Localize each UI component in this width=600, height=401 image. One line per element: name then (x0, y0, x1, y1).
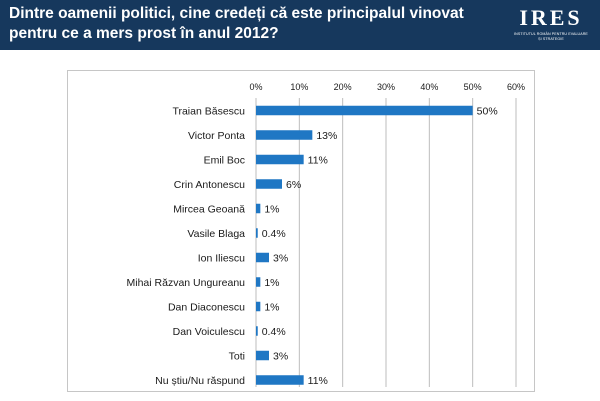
page-title: Dintre oamenii politici, cine credeți că… (9, 4, 479, 44)
category-label: Emil Boc (204, 155, 245, 167)
value-label: 0.4% (262, 326, 286, 338)
bar (256, 130, 313, 140)
bar (256, 326, 258, 336)
category-label: Nu știu/Nu răspund (155, 375, 245, 387)
logo-subtitle: Institutul Român pentru Evaluare și Stra… (514, 32, 588, 41)
x-tick-label: 50% (464, 82, 482, 92)
category-label: Dan Diaconescu (168, 302, 245, 314)
value-label: 6% (286, 179, 301, 191)
category-label: Ion Iliescu (198, 253, 245, 265)
bar (256, 105, 473, 116)
title-line-2: pentru ce a mers prost în anul 2012? (9, 25, 279, 42)
value-label: 3% (273, 351, 288, 363)
x-tick-label: 0% (249, 82, 262, 92)
x-tick-label: 10% (290, 82, 308, 92)
x-tick-label: 30% (377, 82, 395, 92)
category-label: Mihai Răzvan Ungureanu (127, 277, 246, 289)
category-label: Mircea Geoană (173, 204, 245, 216)
category-label: Toti (229, 351, 245, 363)
category-label: Dan Voiculescu (173, 326, 246, 338)
value-label: 3% (273, 253, 288, 265)
value-label: 11% (308, 155, 328, 167)
bar (256, 154, 304, 165)
x-tick-label: 40% (420, 82, 438, 92)
value-label: 1% (264, 204, 279, 216)
x-tick-label: 60% (507, 82, 525, 92)
value-label: 11% (308, 375, 328, 387)
category-label: Crin Antonescu (174, 179, 245, 191)
bar (256, 179, 282, 189)
title-line-1: Dintre oamenii politici, cine credeți că… (9, 5, 464, 22)
bar (256, 203, 261, 214)
category-label: Traian Băsescu (172, 106, 245, 118)
category-label: Victor Ponta (188, 130, 245, 142)
bar (256, 277, 261, 287)
value-label: 0.4% (262, 228, 286, 240)
logo-wordmark: IRES (519, 5, 583, 30)
value-label: 1% (264, 277, 279, 289)
bar (256, 301, 261, 312)
x-tick-label: 20% (334, 82, 352, 92)
category-label: Vasile Blaga (187, 228, 245, 240)
ires-logo: IRES Institutul Român pentru Evaluare și… (512, 6, 590, 46)
bar (256, 350, 269, 361)
value-label: 1% (264, 302, 279, 314)
header-bar: Dintre oamenii politici, cine credeți că… (0, 0, 600, 50)
bar (256, 228, 258, 238)
bar (256, 375, 304, 385)
chart-frame (67, 70, 535, 392)
value-label: 13% (316, 130, 337, 142)
value-label: 50% (477, 106, 498, 118)
bar (256, 252, 269, 263)
